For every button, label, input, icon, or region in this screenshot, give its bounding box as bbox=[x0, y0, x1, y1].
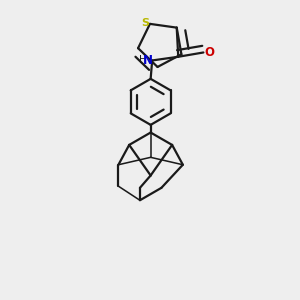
Text: S: S bbox=[141, 18, 149, 28]
Text: H: H bbox=[139, 56, 147, 65]
Text: O: O bbox=[205, 46, 214, 59]
Text: N: N bbox=[143, 54, 153, 67]
